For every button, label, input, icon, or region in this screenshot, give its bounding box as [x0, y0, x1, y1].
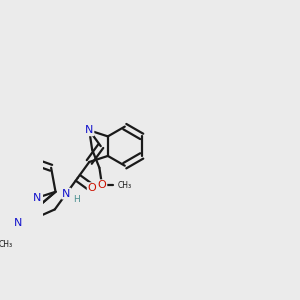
- Text: O: O: [88, 183, 96, 193]
- Text: N: N: [14, 218, 22, 228]
- Text: N: N: [62, 189, 70, 199]
- Text: O: O: [98, 180, 106, 190]
- Text: N: N: [85, 125, 93, 135]
- Text: CH₃: CH₃: [118, 181, 132, 190]
- Text: N: N: [33, 193, 41, 203]
- Text: CH₃: CH₃: [0, 240, 13, 249]
- Text: H: H: [73, 195, 80, 204]
